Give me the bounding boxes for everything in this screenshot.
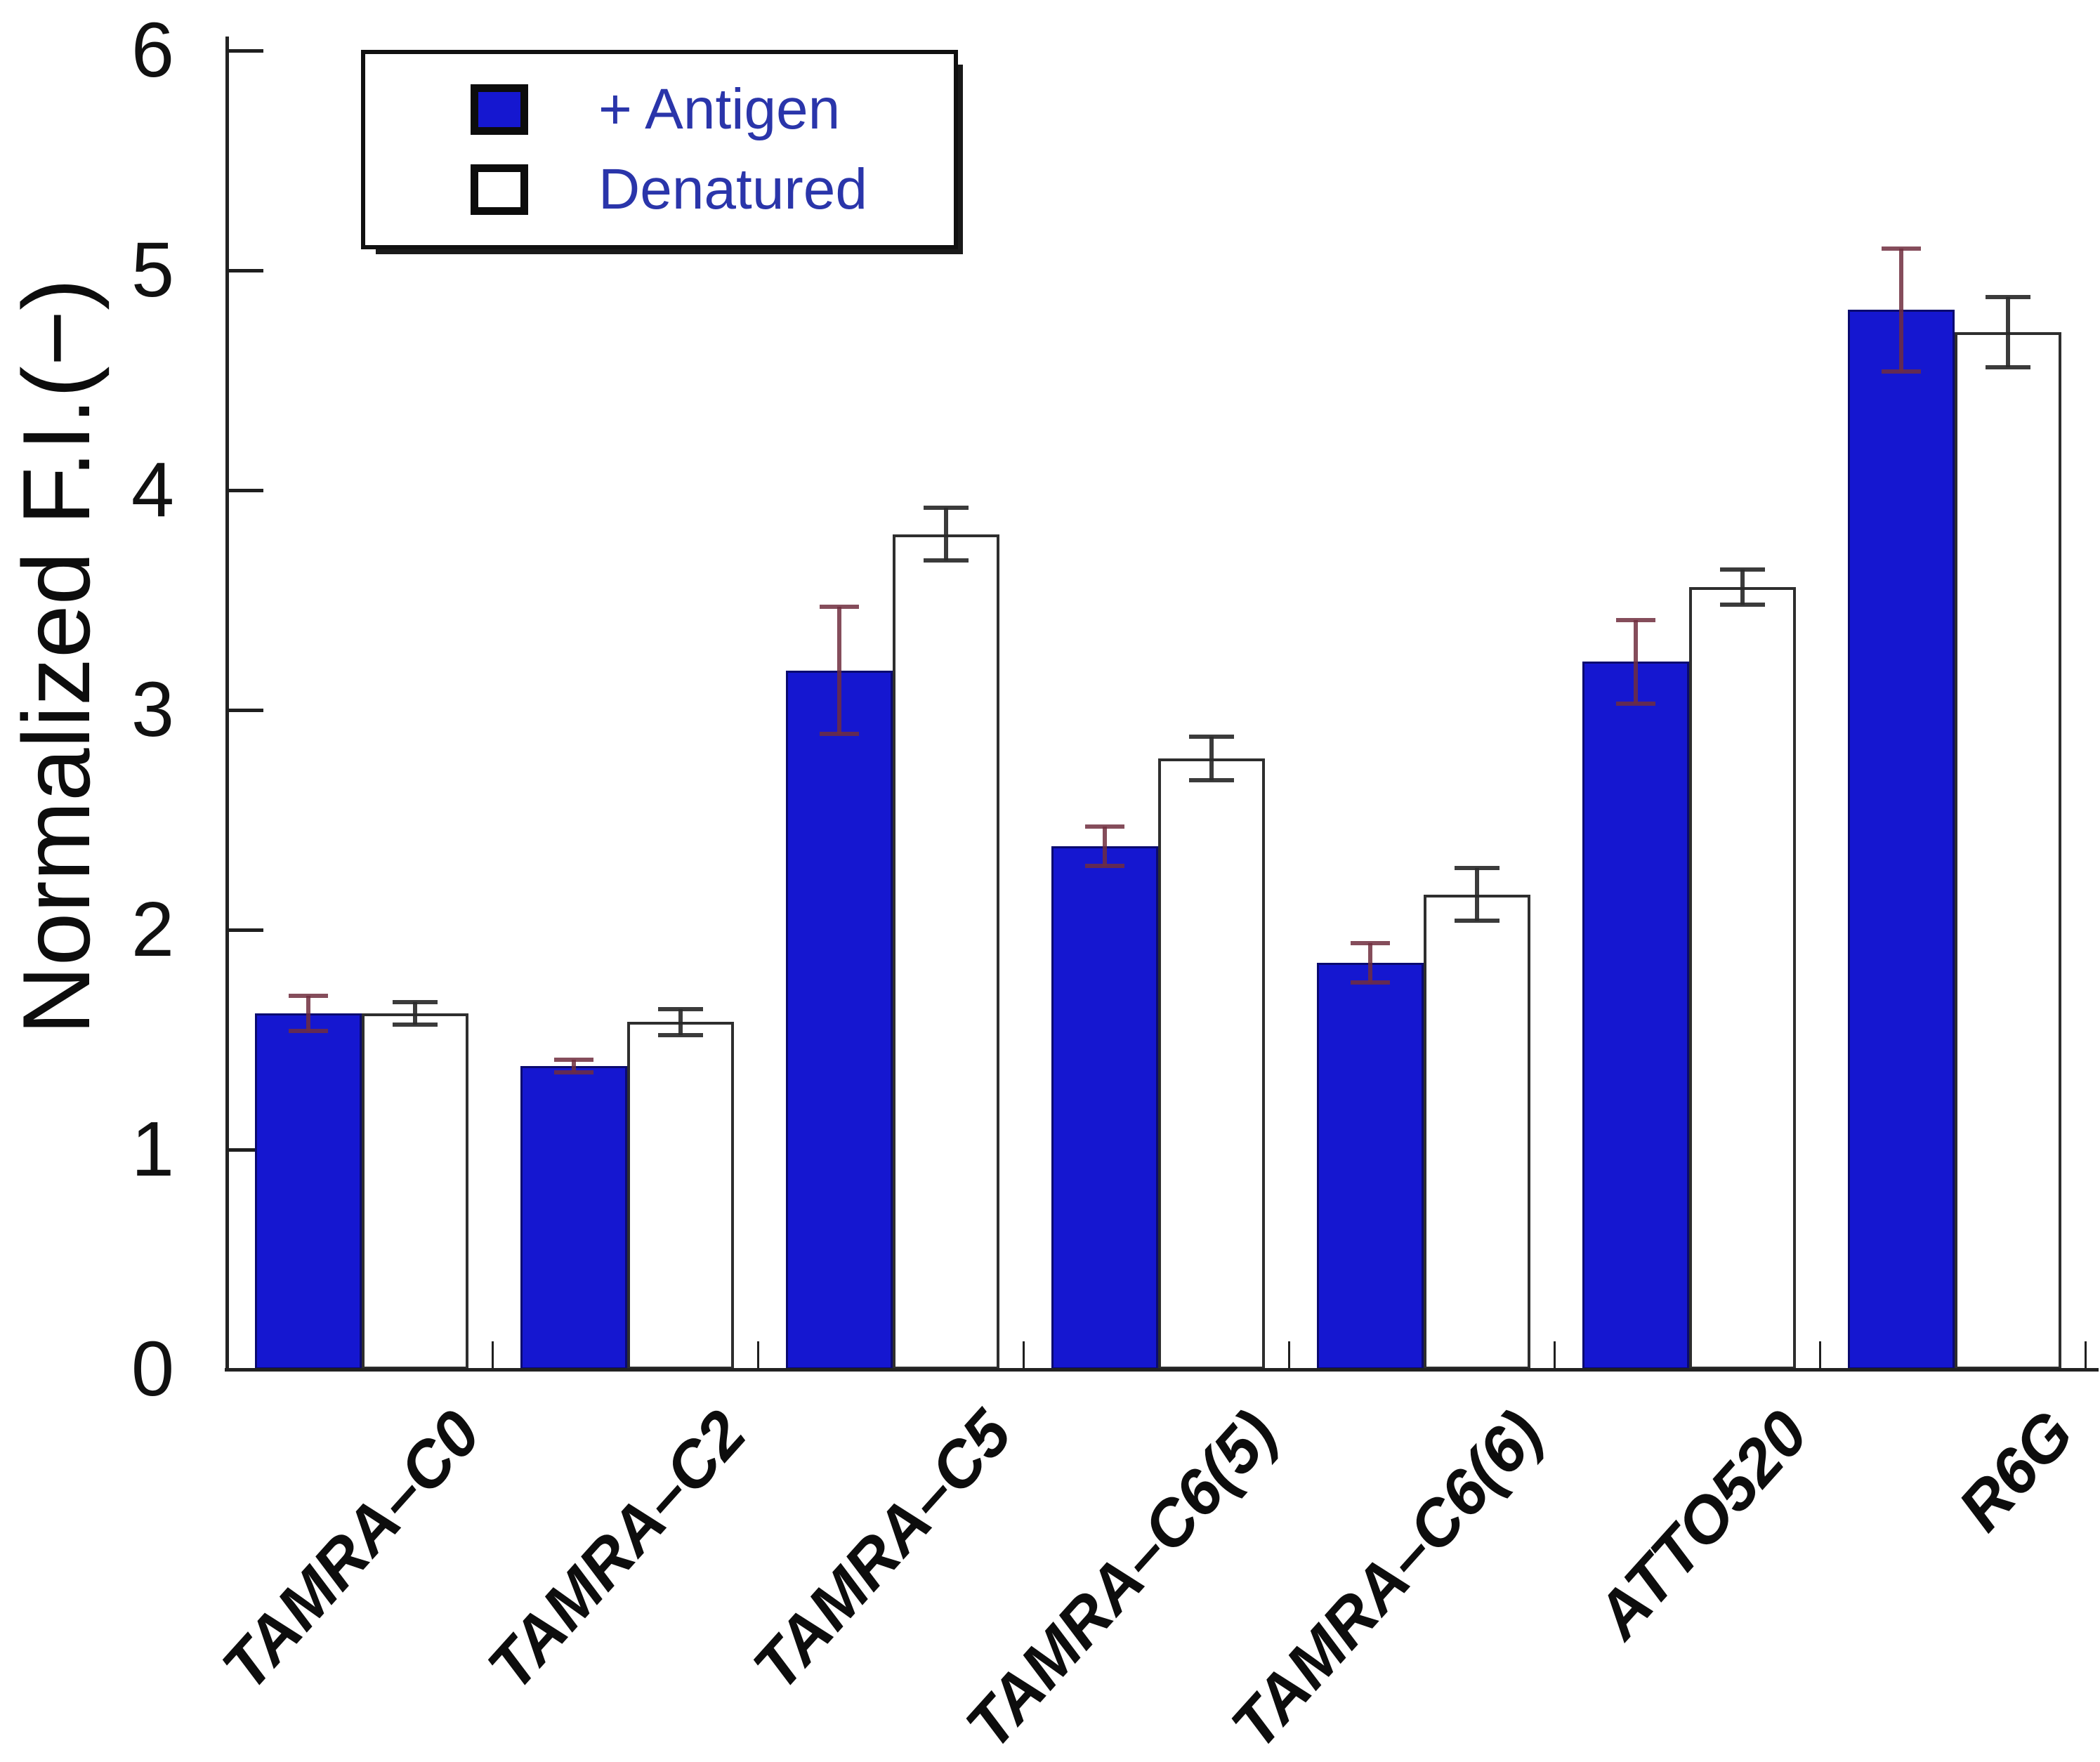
group-tick (2085, 1341, 2087, 1369)
error-bar-stem (944, 508, 948, 561)
bar-denatured-2 (627, 1022, 734, 1369)
error-bar-cap (1189, 734, 1234, 739)
x-axis-line (225, 1368, 2099, 1372)
y-tick (227, 1148, 263, 1152)
error-bar-cap (1455, 919, 1499, 923)
error-bar-stem (2006, 296, 2010, 367)
error-bar-cap (1351, 980, 1390, 985)
y-tick-label: 0 (131, 1326, 174, 1412)
error-bar-cap (1616, 701, 1655, 706)
bar-antigen-1 (255, 1013, 362, 1369)
bar-antigen-5 (1317, 963, 1424, 1369)
x-category-label-text: TAMRA–C5 (740, 1397, 1025, 1704)
legend-swatch-antigen-icon (471, 84, 528, 135)
bar-antigen-4 (1051, 846, 1158, 1369)
x-category-label-text: TAMRA–C0 (209, 1397, 494, 1704)
error-bar-cap (658, 1006, 703, 1011)
x-category-label-text: ATTO520 (1582, 1397, 1822, 1652)
error-bar-cap (554, 1057, 593, 1062)
bar-denatured-4 (1158, 758, 1265, 1369)
y-tick-label: 6 (131, 7, 174, 93)
y-tick (227, 709, 263, 712)
y-tick-label: 3 (131, 666, 174, 753)
error-bar-cap (289, 1028, 328, 1033)
bar-antigen-2 (520, 1066, 627, 1369)
legend-label-antigen: + Antigen (598, 77, 841, 141)
error-bar-stem (572, 1059, 576, 1073)
error-bar-cap (1351, 940, 1390, 945)
x-category-label-text: R6G (1945, 1397, 2087, 1544)
error-bar-cap (924, 558, 969, 563)
error-bar-cap (1882, 246, 1921, 251)
error-bar-stem (1740, 569, 1745, 605)
bar-denatured-1 (362, 1013, 468, 1369)
error-bar-cap (820, 604, 859, 609)
y-tick (227, 49, 263, 53)
group-tick (1819, 1341, 1821, 1369)
error-bar-stem (1475, 868, 1479, 921)
y-tick-label: 2 (131, 886, 174, 973)
error-bar-cap (393, 1022, 438, 1027)
y-axis-line (225, 37, 229, 1372)
error-bar-cap (658, 1033, 703, 1038)
error-bar-stem (1209, 736, 1214, 781)
error-bar-cap (1616, 617, 1655, 622)
error-bar-cap (393, 1000, 438, 1005)
error-bar-stem (1899, 248, 1903, 372)
x-category-label-text: TAMRA–C2 (474, 1397, 760, 1704)
bar-antigen-3 (786, 671, 893, 1369)
y-tick (227, 489, 263, 492)
bar-denatured-3 (893, 534, 999, 1369)
error-bar-stem (678, 1008, 683, 1036)
error-bar-cap (1085, 864, 1124, 869)
error-bar-cap (1455, 866, 1499, 871)
group-tick (1288, 1341, 1290, 1369)
error-bar-cap (289, 993, 328, 998)
bar-denatured-6 (1689, 587, 1796, 1369)
bar-antigen-6 (1582, 662, 1689, 1369)
error-bar-cap (1189, 778, 1234, 783)
error-bar-cap (1720, 567, 1765, 572)
error-bar-cap (1085, 824, 1124, 829)
error-bar-cap (1882, 369, 1921, 374)
error-bar-stem (413, 1002, 417, 1025)
y-tick (227, 269, 263, 272)
error-bar-cap (924, 506, 969, 511)
y-tick-label: 1 (131, 1106, 174, 1192)
error-bar-stem (837, 606, 841, 735)
legend-item-denatured: Denatured (365, 160, 954, 219)
y-tick-label: 4 (131, 447, 174, 533)
y-tick-label: 5 (131, 227, 174, 313)
legend-label-denatured: Denatured (598, 157, 867, 221)
error-bar-stem (1368, 942, 1372, 983)
group-tick (1554, 1341, 1556, 1369)
bar-denatured-7 (1955, 332, 2061, 1369)
bar-antigen-7 (1848, 310, 1955, 1369)
y-tick (227, 928, 263, 932)
error-bar-cap (1986, 294, 2030, 299)
legend-box: + Antigen Denatured (361, 50, 958, 249)
error-bar-stem (1103, 826, 1107, 867)
group-tick (757, 1341, 759, 1369)
error-bar-cap (1720, 602, 1765, 607)
error-bar-stem (1634, 619, 1638, 704)
error-bar-cap (820, 732, 859, 737)
error-bar-cap (1986, 364, 2030, 369)
group-tick (1023, 1341, 1025, 1369)
bar-denatured-5 (1424, 895, 1530, 1369)
legend-swatch-denatured-icon (471, 164, 528, 215)
group-tick (492, 1341, 494, 1369)
error-bar-cap (554, 1070, 593, 1075)
error-bar-stem (306, 995, 310, 1031)
legend-item-antigen: + Antigen (365, 80, 954, 139)
